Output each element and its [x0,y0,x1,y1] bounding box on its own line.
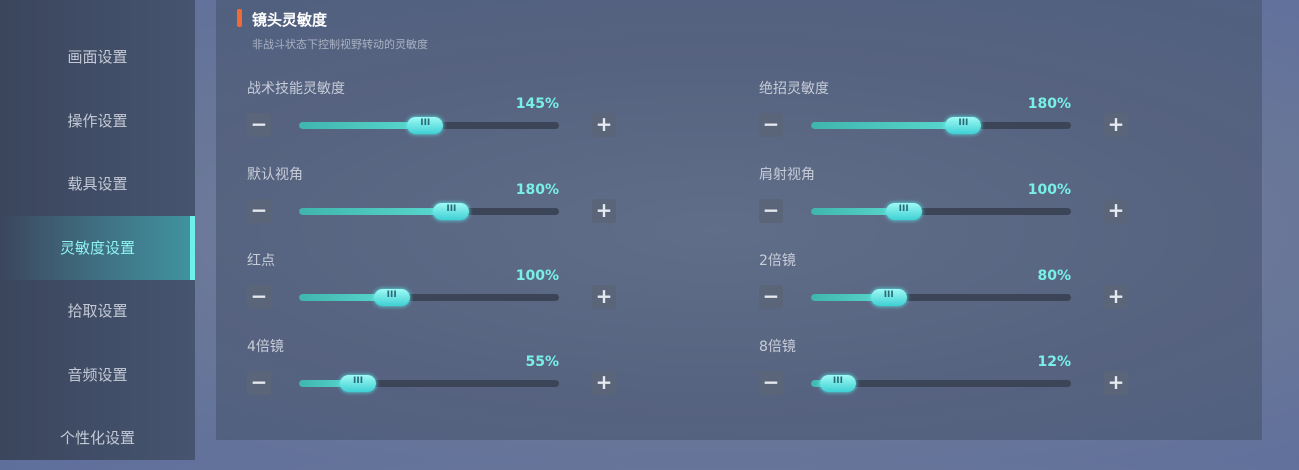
slider-handle[interactable] [433,203,470,220]
sidebar-item[interactable]: 音频设置 [67,365,128,384]
slider-handle[interactable] [885,203,922,220]
slider-track[interactable] [811,289,1071,306]
panel-title: 镜头灵敏度 [252,11,328,29]
slider-track[interactable] [299,203,559,220]
plus-button[interactable]: + [1104,199,1128,223]
sidebar-item[interactable]: 拾取设置 [67,302,128,320]
plus-button[interactable]: + [592,199,616,223]
slider-track[interactable] [811,203,1071,220]
slider-handle[interactable] [340,375,377,392]
slider-handle[interactable] [407,117,444,134]
minus-button[interactable]: − [759,371,783,395]
minus-button[interactable]: − [247,113,271,137]
plus-button[interactable]: + [592,113,616,137]
minus-button[interactable]: − [247,285,271,309]
slider-track[interactable] [299,289,559,306]
slider-label: 4倍镜 [247,339,284,355]
slider-value: 100% [515,268,559,284]
slider-track[interactable] [299,117,559,134]
slider-track[interactable] [811,375,1071,392]
slider-fill [299,294,392,301]
plus-button[interactable]: + [1104,285,1128,309]
slider-handle[interactable] [819,375,856,392]
slider-fill [811,208,904,215]
slider-label: 8倍镜 [759,339,796,355]
minus-button[interactable]: − [247,371,271,395]
slider-value: 80% [1037,268,1071,284]
slider-label: 2倍镜 [759,253,796,269]
slider-value: 180% [515,182,559,198]
slider-label: 默认视角 [247,167,303,183]
sidebar: 画面设置操作设置载具设置灵敏度设置拾取设置音频设置个性化设置 [0,0,195,460]
minus-button[interactable]: − [759,113,783,137]
slider-handle[interactable] [373,289,410,306]
slider-label: 红点 [247,253,275,269]
slider-fill [299,208,452,215]
slider-value: 12% [1037,354,1071,370]
plus-button[interactable]: + [1104,371,1128,395]
minus-button[interactable]: − [759,285,783,309]
plus-button[interactable]: + [592,371,616,395]
slider-fill [811,294,889,301]
slider-track[interactable] [299,375,559,392]
title-accent [237,9,242,27]
sidebar-item[interactable]: 个性化设置 [59,429,135,447]
slider-label: 绝招灵敏度 [759,81,829,97]
slider-value: 145% [515,96,559,112]
slider-handle[interactable] [870,289,907,306]
slider-value: 180% [1027,96,1071,112]
sidebar-item[interactable]: 操作设置 [67,111,128,130]
panel-subtitle: 非战斗状态下控制视野转动的灵敏度 [252,38,428,51]
slider-fill [811,122,964,129]
slider-fill [299,122,426,129]
slider-fill [299,380,359,387]
minus-button[interactable]: − [247,199,271,223]
plus-button[interactable]: + [1104,113,1128,137]
sidebar-item[interactable]: 载具设置 [67,175,128,193]
slider-value: 55% [525,354,559,370]
plus-button[interactable]: + [592,285,616,309]
slider-label: 战术技能灵敏度 [247,81,345,97]
slider-label: 肩射视角 [759,167,815,183]
slider-handle[interactable] [945,117,982,134]
minus-button[interactable]: − [759,199,783,223]
panel: 镜头灵敏度 非战斗状态下控制视野转动的灵敏度 战术技能灵敏度 145% − + 绝招灵敏… [216,0,1262,440]
sidebar-item[interactable]: 画面设置 [67,48,128,66]
page: 画面设置操作设置载具设置灵敏度设置拾取设置音频设置个性化设置 镜头灵敏度 非战斗… [0,0,1299,460]
slider-track[interactable] [811,117,1071,134]
slider-value: 100% [1027,182,1071,198]
sidebar-item[interactable]: 灵敏度设置 [0,215,195,280]
